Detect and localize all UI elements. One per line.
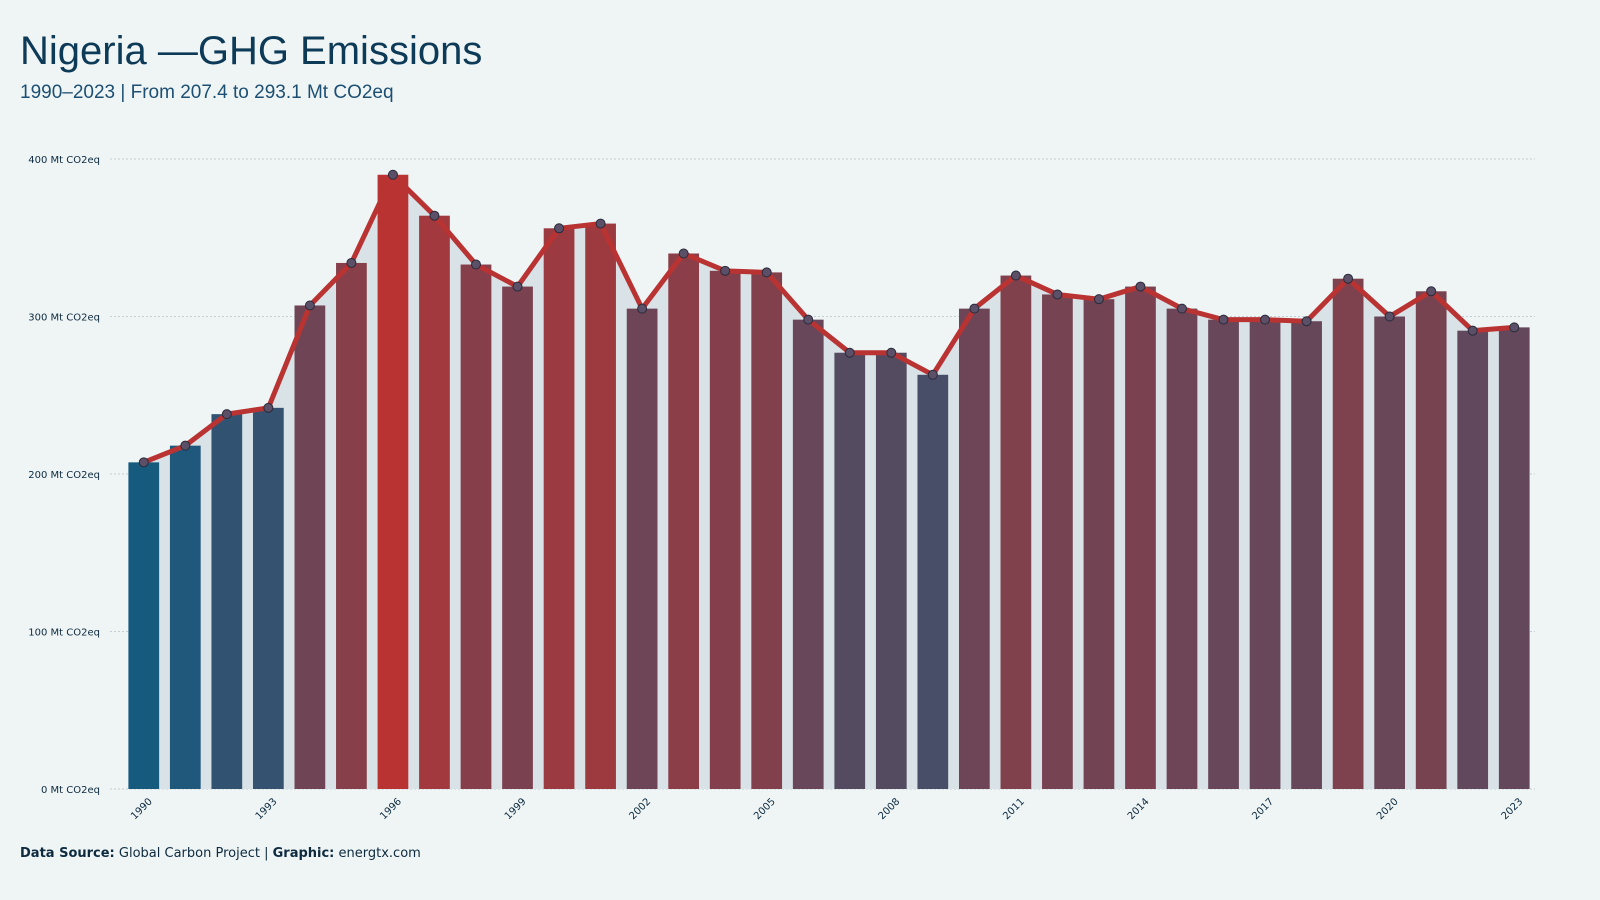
bar [1166,308,1198,789]
point [720,265,731,276]
point [678,248,689,259]
x-tick-label: 1990 [129,796,155,822]
point [637,303,648,314]
point [844,347,855,358]
bar [751,272,783,789]
bar [336,262,367,789]
chart-subtitle: 1990–2023 | From 207.4 to 293.1 Mt CO2eq [20,82,394,103]
x-tick-label: 2002 [627,796,653,822]
point [471,259,481,270]
bar [169,445,201,789]
point [1384,311,1395,322]
point [304,300,315,311]
footer: Data Source: Global Carbon Project | Gra… [20,846,421,861]
point [1093,294,1104,305]
point [803,314,814,325]
y-tick-label: 300 Mt CO2eq [28,313,100,324]
bar [1249,319,1281,789]
bar [585,223,616,789]
y-tick-label: 400 Mt CO2eq [28,155,100,166]
bar [294,305,326,789]
x-tick-label: 1996 [378,796,404,822]
point [761,267,772,278]
bar [834,352,866,789]
x-tick-label: 2005 [752,796,778,822]
chart-title: Nigeria —GHG Emissions [20,29,482,73]
point [927,369,938,380]
bar [1332,278,1364,789]
bar [128,462,160,789]
graphic-label: Graphic: [273,846,335,861]
bar [1498,327,1530,789]
point [1343,273,1354,284]
point [1509,322,1520,333]
point [1260,314,1271,325]
bar [211,414,243,789]
bar [419,215,450,789]
point [429,210,440,221]
bar [1000,275,1032,789]
point [1426,286,1437,297]
bar [252,407,284,789]
bar [917,374,949,789]
x-tick-label: 1999 [503,796,529,822]
bar [668,253,700,789]
point [346,257,357,268]
x-tick-label: 2017 [1250,796,1276,822]
line [142,172,1515,465]
x-tick-label: 2011 [1001,796,1027,822]
bar [792,319,824,789]
y-tick-label: 100 Mt CO2eq [28,628,100,639]
bar [709,270,741,789]
bar [1125,286,1156,789]
point [221,409,232,420]
point [1177,303,1187,314]
bar [1291,321,1322,789]
x-tick-label: 2023 [1500,796,1526,822]
point [886,347,897,358]
x-tick-label: 2008 [877,796,903,822]
point [263,402,274,413]
graphic: energtx.com [339,846,421,861]
point [138,457,149,468]
bar [1457,330,1489,789]
bar [460,264,492,789]
point [512,281,523,292]
x-tick-label: 2020 [1375,796,1401,822]
bar [1208,319,1239,789]
point [1052,289,1063,300]
source: Global Carbon Project | [119,846,269,861]
bar [875,352,907,789]
bar [502,286,533,789]
bar [1415,291,1447,789]
bar [1042,294,1073,789]
bar [377,174,409,789]
bar [1083,299,1115,789]
point [387,169,398,180]
point [969,303,980,314]
point [180,440,191,451]
bar [626,308,658,789]
bar [958,308,990,789]
point [595,218,606,229]
x-tick-label: 1993 [254,796,280,822]
bar [1374,316,1406,789]
point [1467,325,1478,336]
y-tick-label: 200 Mt CO2eq [28,470,100,481]
point [1301,316,1312,327]
bar [543,228,575,790]
x-tick-label: 2014 [1126,796,1152,822]
y-tick-label: 0 Mt CO2eq [41,785,100,796]
point [554,223,565,234]
point [1218,314,1229,325]
source-label: Data Source: [20,846,115,861]
point [1135,281,1146,292]
point [1010,270,1021,281]
